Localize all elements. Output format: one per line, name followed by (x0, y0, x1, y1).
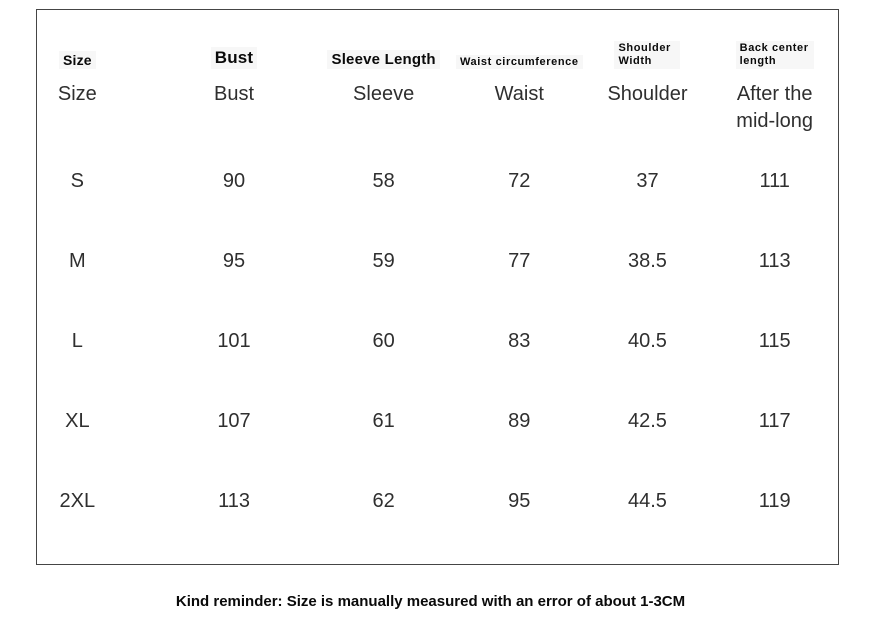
table-cell: 115 (758, 329, 791, 352)
table-cell: 77 (508, 249, 531, 272)
size-label-xl: XL (65, 409, 90, 432)
size-label-2xl: 2XL (59, 489, 96, 512)
table-cell: 42.5 (628, 409, 667, 432)
column-subtitle-waist: Waist (494, 83, 544, 105)
column-header-waist: Waist circumference Waist (455, 10, 584, 141)
table-cell: 60 (372, 329, 395, 352)
table-cell: 37 (636, 169, 659, 192)
table-cell: 113 (218, 489, 250, 512)
table-cell: 111 (759, 169, 790, 192)
size-label-m: M (69, 249, 86, 272)
column-header-bust: Bust Bust (156, 10, 313, 141)
column-title-wrap: Shoulder Width (614, 31, 681, 69)
column-header-size: Size Size (37, 10, 156, 141)
column-title-wrap: Size (58, 31, 96, 69)
column-header-shoulder-width: Shoulder Width Shoulder (584, 10, 712, 141)
size-label-s: S (70, 169, 85, 192)
table-cell: 72 (508, 169, 531, 192)
column-title-wrap: Back center length (735, 31, 814, 69)
column-header-back-center-length: Back center length After the mid-long (711, 10, 838, 141)
column-title-size: Size (58, 51, 96, 69)
column-title-sleeve-length: Sleeve Length (327, 50, 440, 69)
column-header-sleeve-length: Sleeve Length Sleeve (312, 10, 455, 141)
column-title-wrap: Sleeve Length (327, 31, 440, 69)
reminder-note: Kind reminder: Size is manually measured… (175, 593, 686, 610)
column-title-shoulder-width: Shoulder Width (614, 41, 681, 69)
column-title-back-center-length: Back center length (735, 41, 814, 69)
table-cell: 83 (508, 329, 531, 352)
table-cell: 101 (217, 329, 251, 352)
size-label-l: L (71, 329, 83, 352)
table-cell: 61 (372, 409, 395, 432)
table-cell: 59 (372, 249, 395, 272)
column-title-wrap: Waist circumference (455, 31, 583, 69)
column-title-wrap: Bust (210, 31, 258, 69)
table-cell: 90 (222, 169, 246, 192)
table-cell: 44.5 (628, 489, 667, 512)
column-subtitle-size: Size (57, 83, 97, 105)
size-chart-table: Size Size Bust Bust Sleeve Length Sleeve… (36, 9, 839, 565)
column-subtitle-bust: Bust (213, 83, 255, 105)
table-cell: 107 (217, 409, 251, 432)
table-cell: 40.5 (628, 329, 667, 352)
table-cell: 38.5 (628, 249, 667, 272)
column-subtitle-sleeve: Sleeve (353, 83, 415, 105)
column-title-bust: Bust (210, 47, 258, 69)
table-cell: 58 (372, 169, 395, 192)
table-cell: 62 (372, 489, 395, 512)
table-cell: 119 (758, 489, 791, 512)
column-title-waist: Waist circumference (455, 55, 583, 69)
table-cell: 89 (508, 409, 531, 432)
table-cell: 113 (758, 249, 791, 272)
table-cell: 117 (758, 409, 791, 432)
size-chart-grid: Size Size Bust Bust Sleeve Length Sleeve… (37, 10, 838, 541)
column-subtitle-shoulder: Shoulder (607, 83, 688, 105)
column-subtitle-back-center: After the mid-long (736, 83, 813, 132)
table-cell: 95 (508, 489, 531, 512)
table-cell: 95 (222, 249, 246, 272)
